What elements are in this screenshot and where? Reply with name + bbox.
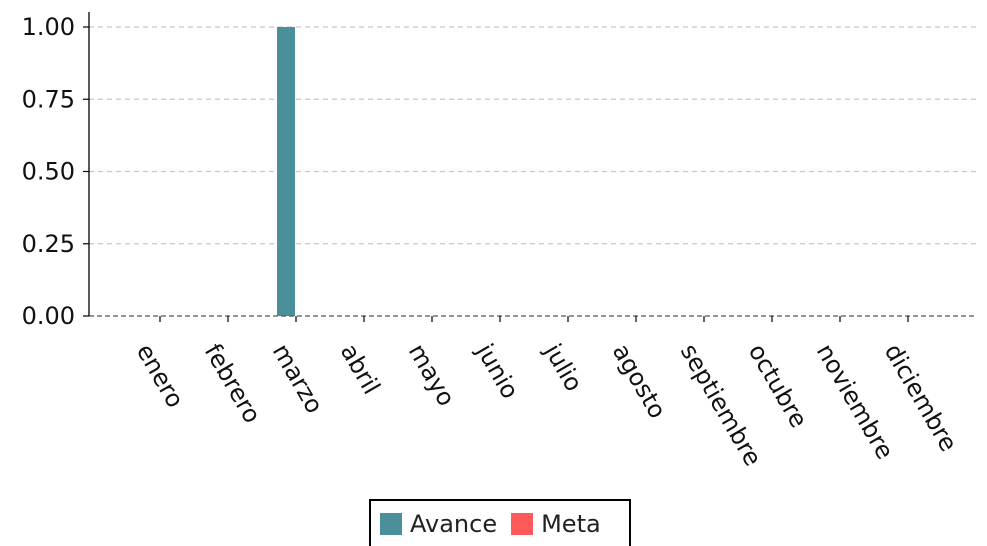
legend-label-avance: Avance: [410, 509, 498, 538]
y-ticks: 0.00 0.25 0.50 0.75 1.00: [22, 13, 89, 330]
legend-swatch-meta: [511, 512, 534, 535]
x-tick-label: enero: [131, 339, 190, 413]
legend-label-meta: Meta: [541, 509, 601, 538]
legend-item-meta: Meta: [511, 510, 601, 538]
y-tick-label: 1.00: [22, 13, 75, 41]
x-tick-label: febrero: [199, 339, 267, 428]
y-tick-label: 0.50: [22, 158, 75, 186]
y-tick-label: 0.75: [22, 85, 75, 113]
legend-item-avance: Avance: [380, 510, 497, 538]
x-tick-label: julio: [538, 338, 588, 396]
x-tick-label: abril: [335, 339, 386, 399]
x-tick-label: agosto: [607, 339, 672, 423]
y-tick-label: 0.00: [22, 302, 75, 330]
x-tick-label: mayo: [403, 339, 461, 411]
legend-swatch-avance: [380, 512, 402, 535]
bar-avance-marzo: [277, 27, 295, 316]
y-tick-label: 0.25: [22, 230, 75, 258]
x-tick-label: junio: [470, 338, 524, 403]
x-tick-label: octubre: [743, 339, 813, 433]
legend: Avance Meta: [369, 499, 631, 546]
bars: [277, 27, 295, 316]
x-ticks: enero febrero marzo abril mayo junio julio agos…: [131, 316, 963, 471]
grid-lines: [89, 26, 977, 245]
x-tick-label: marzo: [267, 339, 329, 418]
